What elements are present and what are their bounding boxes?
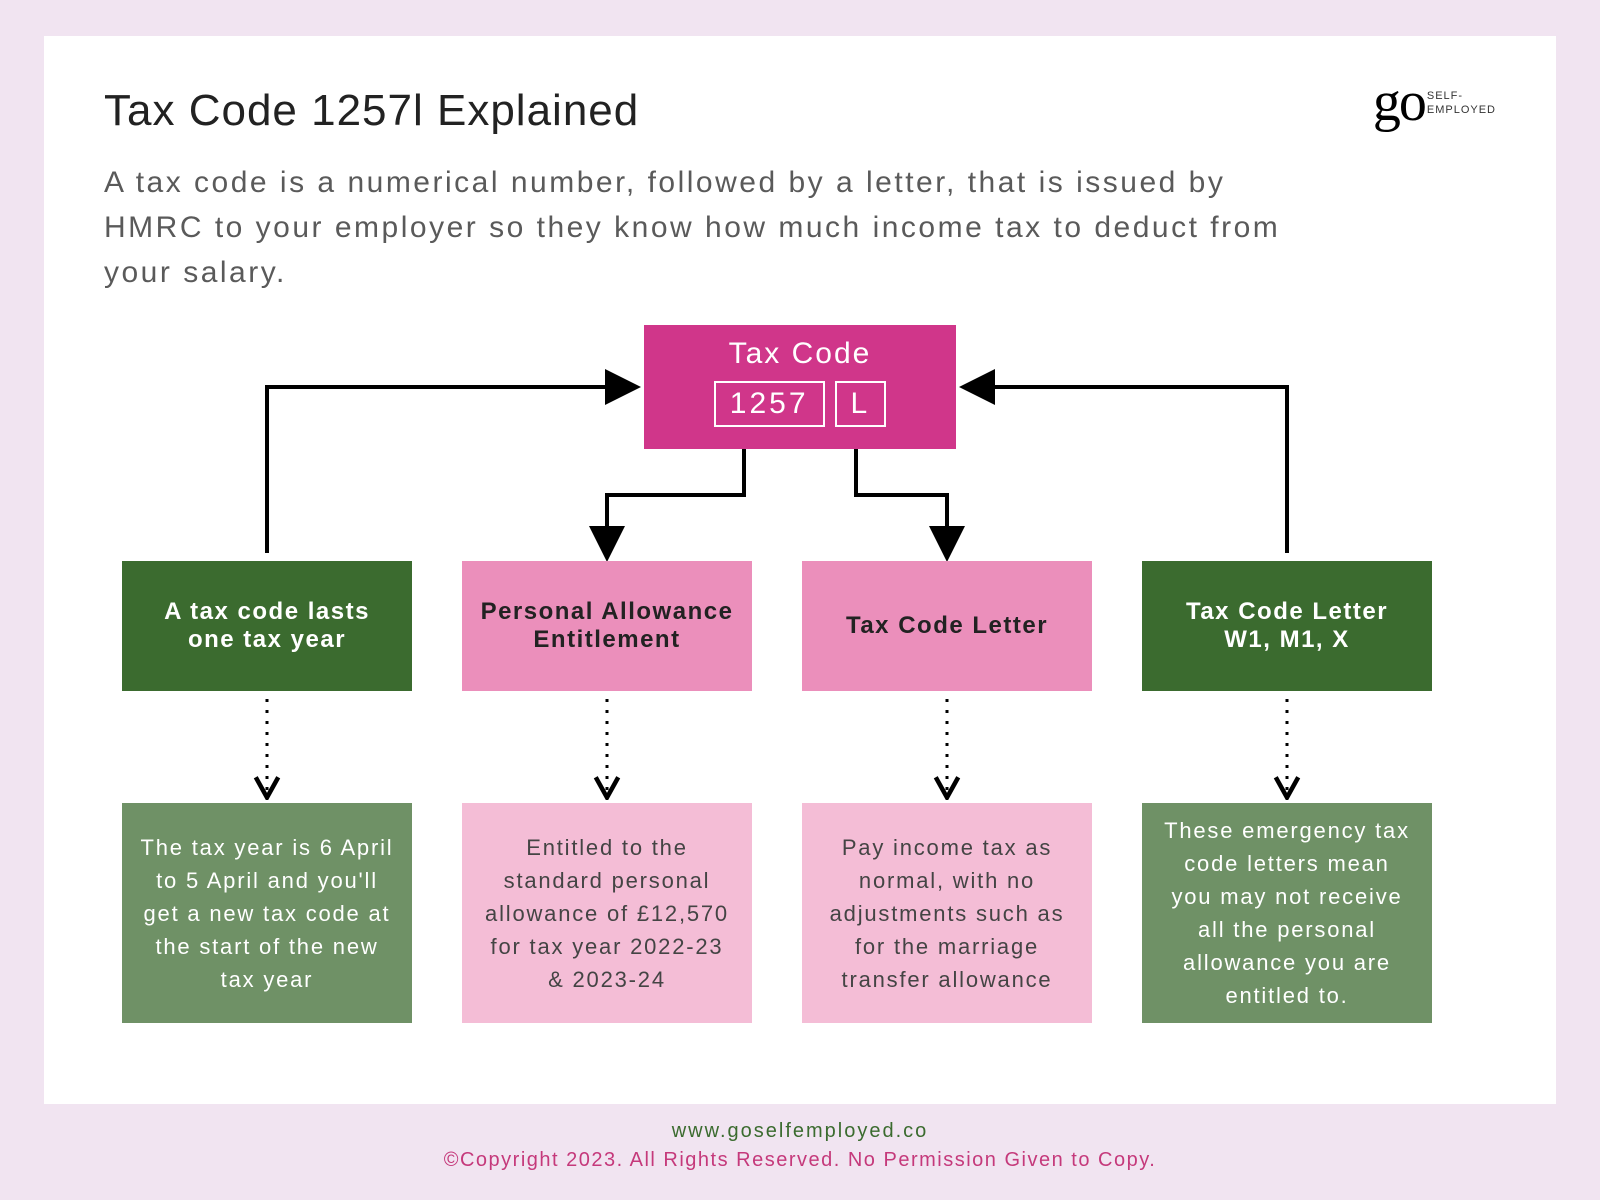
hero-node: Tax Code 1257 L bbox=[644, 325, 956, 449]
logo-main-text: go bbox=[1373, 80, 1425, 125]
page-footer: www.goselfemployed.co ©Copyright 2023. A… bbox=[44, 1120, 1556, 1172]
header-tax-year: A tax code lasts one tax year bbox=[122, 561, 412, 691]
hero-label: Tax Code bbox=[644, 337, 956, 371]
flowchart: Tax Code 1257 L A tax code lasts one tax… bbox=[104, 325, 1496, 1085]
hero-code-number: 1257 bbox=[714, 381, 825, 427]
header-tax-code-letter: Tax Code Letter bbox=[802, 561, 1092, 691]
footer-url: www.goselfemployed.co bbox=[44, 1120, 1556, 1143]
page-subtitle: A tax code is a numerical number, follow… bbox=[104, 160, 1324, 295]
hero-code-letter: L bbox=[835, 381, 887, 427]
brand-logo: goSELF-EMPLOYED bbox=[1373, 80, 1496, 125]
infographic-card: goSELF-EMPLOYED Tax Code 1257l Explained… bbox=[44, 36, 1556, 1104]
body-personal-allowance: Entitled to the standard personal allowa… bbox=[462, 803, 752, 1023]
page-title: Tax Code 1257l Explained bbox=[104, 86, 1496, 136]
header-personal-allowance: Personal Allowance Entitlement bbox=[462, 561, 752, 691]
body-tax-year: The tax year is 6 April to 5 April and y… bbox=[122, 803, 412, 1023]
footer-copyright: ©Copyright 2023. All Rights Reserved. No… bbox=[44, 1149, 1556, 1172]
body-tax-code-letter: Pay income tax as normal, with no adjust… bbox=[802, 803, 1092, 1023]
hero-code-row: 1257 L bbox=[644, 381, 956, 427]
body-emergency-letters: These emergency tax code letters mean yo… bbox=[1142, 803, 1432, 1023]
logo-sub-text: SELF-EMPLOYED bbox=[1427, 90, 1496, 116]
header-emergency-letters: Tax Code Letter W1, M1, X bbox=[1142, 561, 1432, 691]
